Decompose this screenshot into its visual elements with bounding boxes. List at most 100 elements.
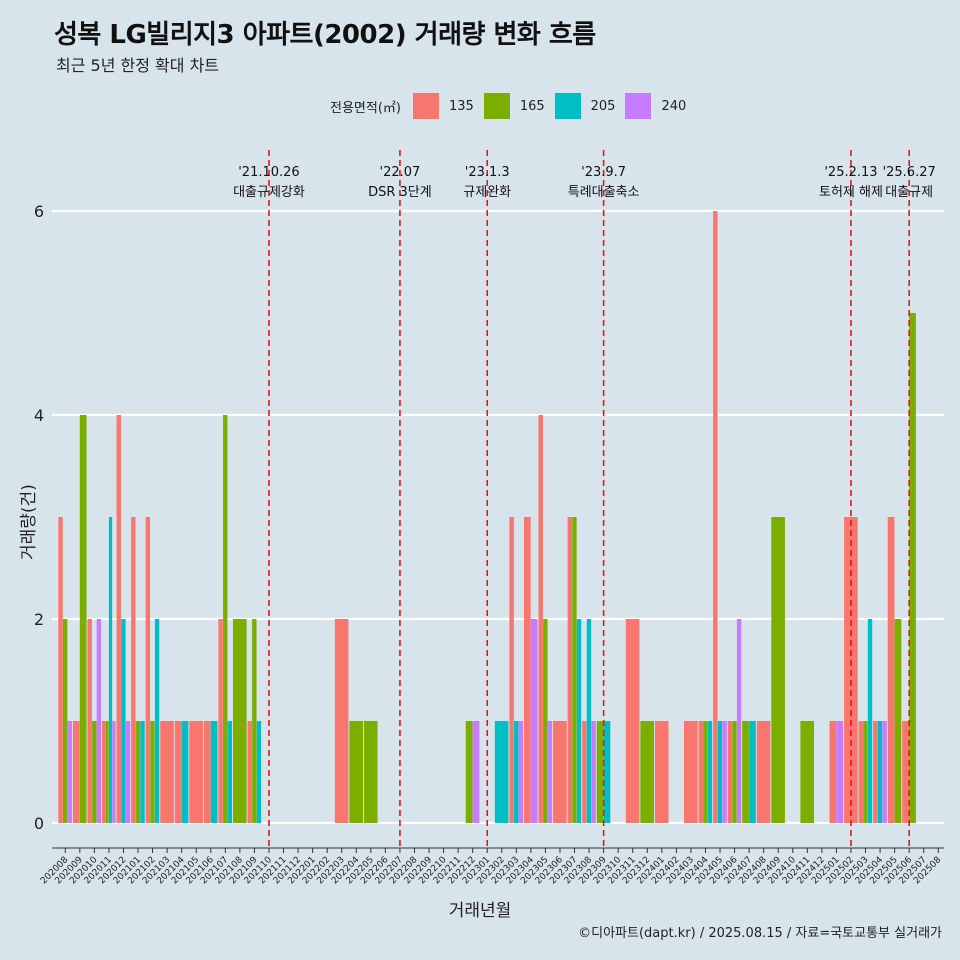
bar-240-202008	[67, 721, 72, 823]
bar-135-202403	[684, 721, 698, 823]
bar-165-202312	[640, 721, 654, 823]
bar-165-202008	[62, 619, 68, 823]
bar-135-202401	[654, 721, 669, 823]
x-axis-label: 거래년월	[448, 901, 512, 921]
bar-135-202101	[131, 517, 136, 823]
bar-240-202305	[547, 721, 553, 823]
legend-title: 전용면적(㎡)	[330, 100, 401, 116]
chart-subtitle: 최근 5년 한정 확대 차트	[56, 56, 220, 75]
bar-135-202009	[72, 721, 80, 823]
bar-165-202204	[349, 721, 363, 823]
event-label: 대출규제	[885, 185, 933, 200]
bar-135-202102	[145, 517, 151, 823]
legend-label-240: 240	[661, 98, 687, 114]
legend-swatch-205	[554, 93, 581, 119]
bar-205-202303	[514, 721, 519, 823]
bar-240-202504	[882, 721, 887, 823]
bar-165-202205	[363, 721, 378, 823]
bar-135-202012	[116, 415, 121, 823]
bar-135-202306	[553, 721, 567, 823]
bar-135-202106	[203, 721, 211, 823]
bar-240-202212	[472, 721, 480, 823]
event-date: '21.10.26	[238, 165, 299, 180]
bar-240-202405	[722, 721, 727, 823]
event-date: '23.1.3	[465, 165, 510, 180]
event-label: 규제완화	[463, 185, 511, 200]
bar-240-202012	[125, 721, 131, 823]
legend-label-205: 205	[590, 98, 616, 114]
bar-240-202308	[591, 721, 596, 823]
bar-135-202011	[102, 721, 106, 823]
bar-135-202308	[582, 721, 587, 823]
bar-135-202109	[247, 721, 252, 823]
bar-165-202009	[79, 415, 87, 823]
bar-135-202501	[829, 721, 837, 823]
bar-240-202010	[96, 619, 102, 823]
y-tick-label: 6	[34, 202, 44, 221]
legend-item-205: 205	[554, 93, 616, 119]
bar-205-202011	[108, 517, 113, 823]
legend-swatch-165	[483, 93, 510, 119]
bar-165-202307	[572, 517, 577, 823]
bar-205-202104	[181, 721, 189, 823]
bar-165-202102	[150, 721, 155, 823]
event-label: 특례대출축소	[568, 185, 640, 200]
bar-205-202307	[576, 619, 582, 823]
bar-135-202008	[58, 517, 63, 823]
bar-135-202408	[756, 721, 771, 823]
bar-165-202404	[703, 721, 708, 823]
bar-240-202011	[112, 721, 116, 823]
y-axis-label: 거래량(건)	[19, 484, 39, 560]
bar-135-202405	[713, 211, 718, 823]
bar-205-202404	[707, 721, 713, 823]
event-date: '25.6.27	[883, 165, 936, 180]
bar-135-202307	[567, 517, 573, 823]
bar-135-202406	[727, 721, 733, 823]
bar-205-202107	[227, 721, 233, 823]
bar-240-202304	[530, 619, 538, 823]
event-date: '25.2.13	[824, 165, 877, 180]
y-tick-label: 4	[34, 406, 44, 425]
bar-205-202308	[586, 619, 592, 823]
y-tick-label: 0	[34, 814, 44, 833]
bar-135-202303	[509, 517, 514, 823]
bar-165-202506	[909, 313, 916, 823]
legend: 전용면적(㎡) 135 165 205 240	[330, 93, 696, 119]
legend-swatch-240	[625, 93, 652, 119]
bar-135-202304	[523, 517, 531, 823]
bar-165-202108	[232, 619, 247, 823]
bar-165-202406	[732, 721, 737, 823]
event-label: 토허제 해제	[819, 185, 883, 200]
bar-205-202503	[867, 619, 873, 823]
bar-135-202107	[218, 619, 223, 823]
source-caption: ©디아파트(dapt.kr) / 2025.08.15 / 자료=국토교통부 실…	[578, 926, 942, 941]
bar-165-202109	[252, 619, 257, 823]
bar-165-202409	[771, 517, 785, 823]
bar-135-202103	[160, 721, 174, 823]
legend-label-135: 135	[448, 98, 474, 114]
bar-135-202503	[858, 721, 864, 823]
bar-135-202505	[887, 517, 895, 823]
bar-165-202407	[742, 721, 749, 823]
bar-240-202501	[836, 721, 844, 823]
bar-135-202311	[625, 619, 640, 823]
bar-205-202109	[256, 721, 262, 823]
bar-135-202305	[538, 415, 543, 823]
bar-135-202010	[87, 619, 92, 823]
bar-165-202309	[596, 721, 604, 823]
legend-item-240: 240	[625, 93, 686, 119]
event-date: '22.07	[380, 165, 421, 180]
bar-135-202104	[174, 721, 182, 823]
event-date: '23.9.7	[581, 165, 626, 180]
bar-165-202107	[223, 415, 228, 823]
bar-205-202504	[877, 721, 883, 823]
bar-165-202101	[135, 721, 141, 823]
legend-item-165: 165	[483, 93, 545, 119]
bar-205-202405	[717, 721, 723, 823]
bar-205-202407	[749, 721, 756, 823]
bar-135-202105	[189, 721, 203, 823]
bar-165-202305	[543, 619, 548, 823]
legend-item-135: 135	[412, 93, 474, 119]
bar-165-202011	[105, 721, 109, 823]
